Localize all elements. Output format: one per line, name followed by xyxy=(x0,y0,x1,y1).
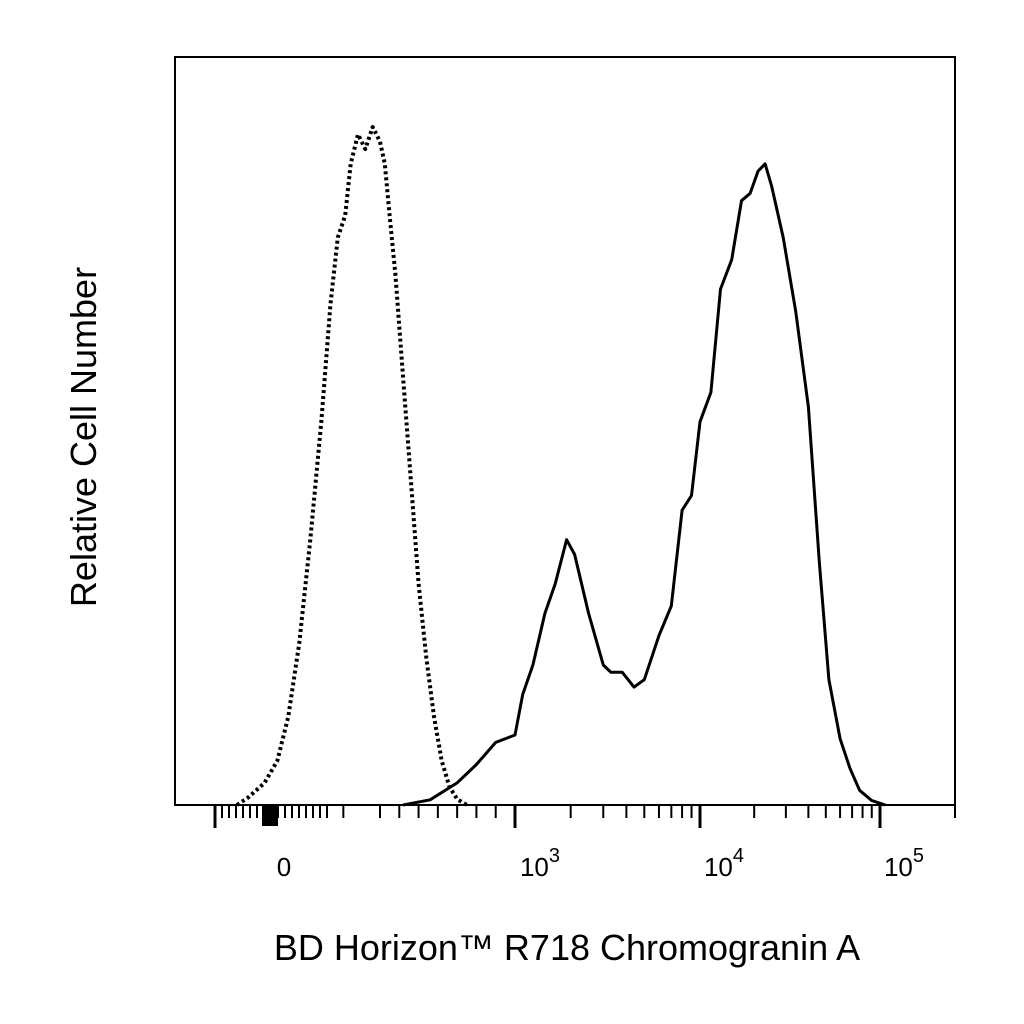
series-stained-solid-line xyxy=(402,162,886,807)
x-tick-label: 0 xyxy=(277,852,291,882)
x-tick-label: 104 xyxy=(704,845,744,882)
x-minor-ticks xyxy=(221,806,956,818)
y-axis-title: Relative Cell Number xyxy=(63,267,104,607)
plot-frame xyxy=(174,56,956,806)
x-tick-label: 103 xyxy=(520,845,560,882)
x-tick-labels: 0 103 104 105 xyxy=(277,845,924,882)
x-tick-label: 105 xyxy=(884,845,924,882)
x-axis-title: BD Horizon™ R718 Chromogranin A xyxy=(274,927,860,968)
series-control-dotted-line xyxy=(235,125,468,807)
x-major-ticks xyxy=(213,806,882,828)
x-zero-tick xyxy=(262,806,278,826)
series-layer xyxy=(235,125,886,807)
